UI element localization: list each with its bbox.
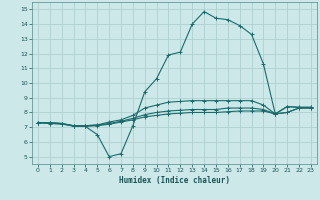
X-axis label: Humidex (Indice chaleur): Humidex (Indice chaleur) [119,176,230,185]
